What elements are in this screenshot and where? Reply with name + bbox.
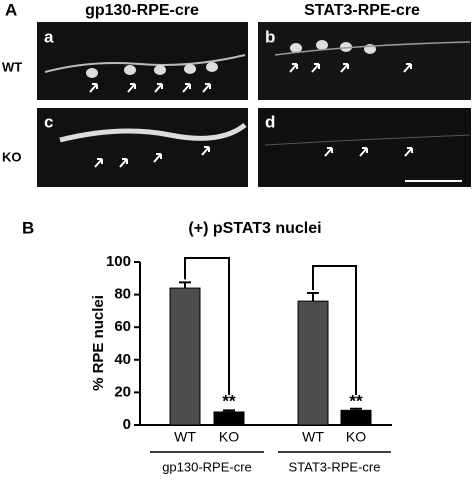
panel-label: B: [22, 218, 34, 237]
column-title: STAT3-RPE-cre: [304, 2, 420, 19]
x-tick-label: WT: [302, 429, 324, 445]
tissue: [44, 54, 246, 73]
y-tick-label: 40: [114, 351, 131, 368]
bar: [297, 300, 329, 426]
error-bar: [307, 291, 319, 302]
annotation: **: [349, 391, 363, 410]
row-label: KO: [2, 149, 22, 164]
significance-bracket: [312, 265, 357, 395]
error-bar: [223, 409, 235, 412]
row-label: WT: [2, 59, 22, 74]
error-bar: [350, 407, 362, 411]
x-tick-label: WT: [174, 429, 196, 445]
y-tick-label: 60: [114, 318, 131, 335]
nuclei: [86, 40, 376, 78]
tissue: [264, 134, 471, 146]
panel-letter: c: [44, 112, 53, 131]
panel-letter: d: [265, 112, 275, 131]
x-tick-label: KO: [219, 429, 239, 445]
y-tick-label: 80: [114, 286, 131, 303]
panel-label: A: [5, 0, 17, 19]
micrograph: [258, 22, 471, 100]
x-tick-label: KO: [346, 429, 366, 445]
y-axis-label: % RPE nuclei: [90, 295, 107, 391]
error-bar: [179, 281, 191, 289]
y-tick-label: 100: [106, 253, 131, 270]
micrographs: [37, 22, 471, 187]
column-title: gp130-RPE-cre: [85, 2, 199, 19]
chart-title: (+) pSTAT3 nuclei: [188, 220, 321, 237]
bar: [340, 409, 372, 426]
group-label: STAT3-RPE-cre: [289, 459, 381, 474]
panel-letter: b: [265, 27, 275, 46]
tissue: [59, 122, 247, 143]
y-tick-label: 20: [114, 383, 131, 400]
panel-letter: a: [44, 27, 54, 46]
y-tick-label: 0: [123, 416, 131, 433]
group-label: gp130-RPE-cre: [162, 459, 252, 474]
bar: [213, 411, 245, 426]
annotation: **: [222, 391, 236, 410]
bar: [169, 287, 201, 426]
micrograph: [37, 108, 248, 187]
arrows: [89, 63, 413, 168]
tissue: [274, 41, 471, 56]
significance-bracket: [184, 257, 230, 395]
